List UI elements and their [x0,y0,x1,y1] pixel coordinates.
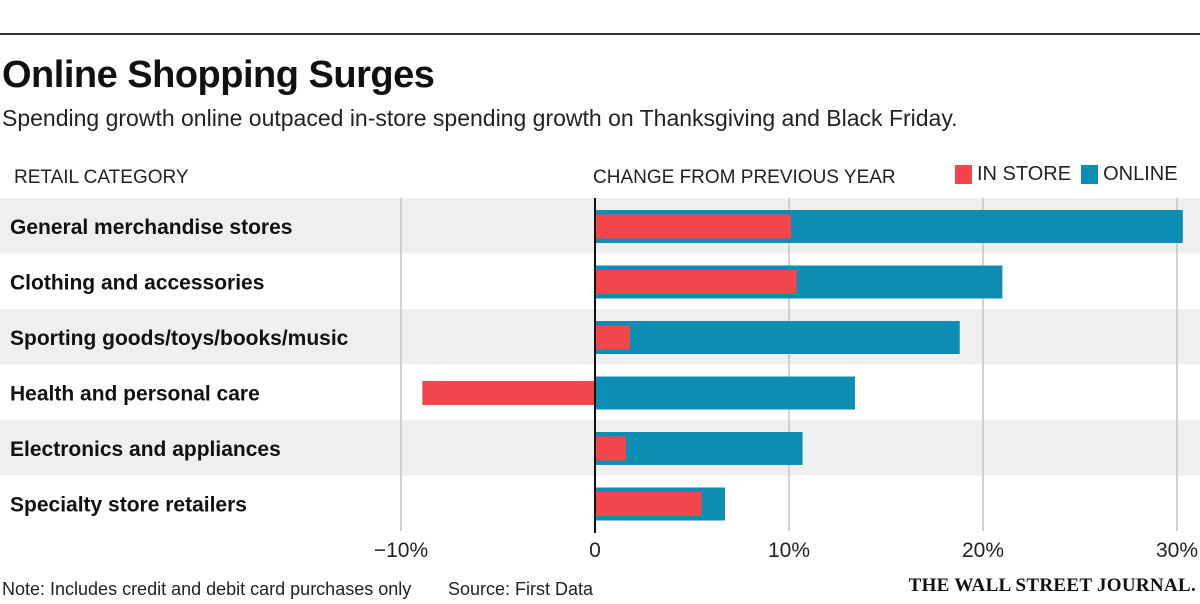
category-label-sporting-goods-toys-books-music: Sporting goods/toys/books/music [10,327,349,350]
legend-label-in-store: IN STORE [977,163,1072,185]
category-column-header: RETAIL CATEGORY [14,167,189,188]
x-tick-label-30: 30% [1156,539,1198,562]
bar-in-store-sporting-goods-toys-books-music [595,325,630,350]
top-rule [0,33,1200,35]
category-label-clothing-and-accessories: Clothing and accessories [10,271,264,294]
legend-swatch-online [1081,165,1099,184]
chart-subtitle: Spending growth online outpaced in-store… [2,105,958,131]
bar-in-store-clothing-and-accessories [595,270,797,294]
category-label-specialty-store-retailers: Specialty store retailers [10,493,247,516]
category-label-electronics-and-appliances: Electronics and appliances [10,438,281,461]
legend-item-in-store: IN STORE [955,163,1071,186]
chart-title: Online Shopping Surges [2,54,435,96]
footnote: Note: Includes credit and debit card pur… [2,579,412,599]
category-label-health-and-personal-care: Health and personal care [10,382,260,405]
x-tick-label-neg10: −10% [374,539,428,562]
bar-in-store-specialty-store-retailers [595,492,702,516]
x-tick-label-10: 10% [768,539,810,562]
category-label-general-merchandise-stores: General merchandise stores [10,216,292,239]
wsj-logo: THE WALL STREET JOURNAL. [908,575,1196,596]
x-tick-label-20: 20% [962,539,1004,562]
legend-swatch-in-store [955,165,972,184]
value-column-header: CHANGE FROM PREVIOUS YEAR [593,167,896,188]
x-tick-label-0: 0 [589,539,601,562]
bar-in-store-general-merchandise-stores [595,214,791,239]
bar-online-health-and-personal-care [595,376,855,410]
bar-in-store-electronics-and-appliances [595,436,627,461]
bar-online-sporting-goods-toys-books-music [595,321,960,354]
legend-item-online: ONLINE [1081,163,1178,186]
bar-online-electronics-and-appliances [595,432,803,465]
legend-label-online: ONLINE [1103,163,1178,185]
legend: IN STORE ONLINE [955,163,1188,186]
bar-in-store-health-and-personal-care [422,381,595,405]
source-note: Source: First Data [448,579,594,599]
